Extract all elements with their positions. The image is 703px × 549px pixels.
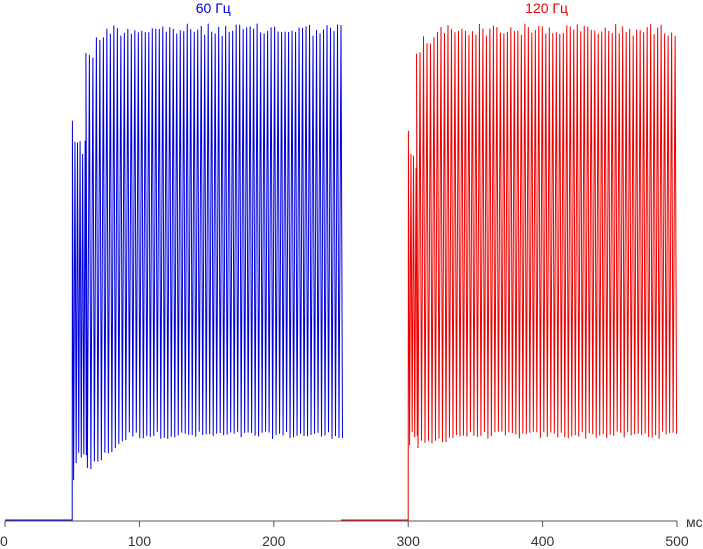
series-line-60hz [5,23,343,521]
x-tick-label-200: 200 [262,533,286,549]
x-tick-label-300: 300 [397,533,421,549]
x-axis-unit-label: мс [686,514,703,530]
series-line-120hz [341,23,678,521]
x-tick-label-0: 0 [0,533,8,549]
series-label-120hz: 120 Гц [525,0,568,16]
x-tick-label-500: 500 [665,533,689,549]
series-label-60hz: 60 Гц [196,0,231,16]
series-layer [5,23,678,521]
x-axis-ticks: 0 100 200 300 400 500 [0,521,689,549]
x-tick-label-100: 100 [128,533,152,549]
x-tick-label-400: 400 [531,533,555,549]
